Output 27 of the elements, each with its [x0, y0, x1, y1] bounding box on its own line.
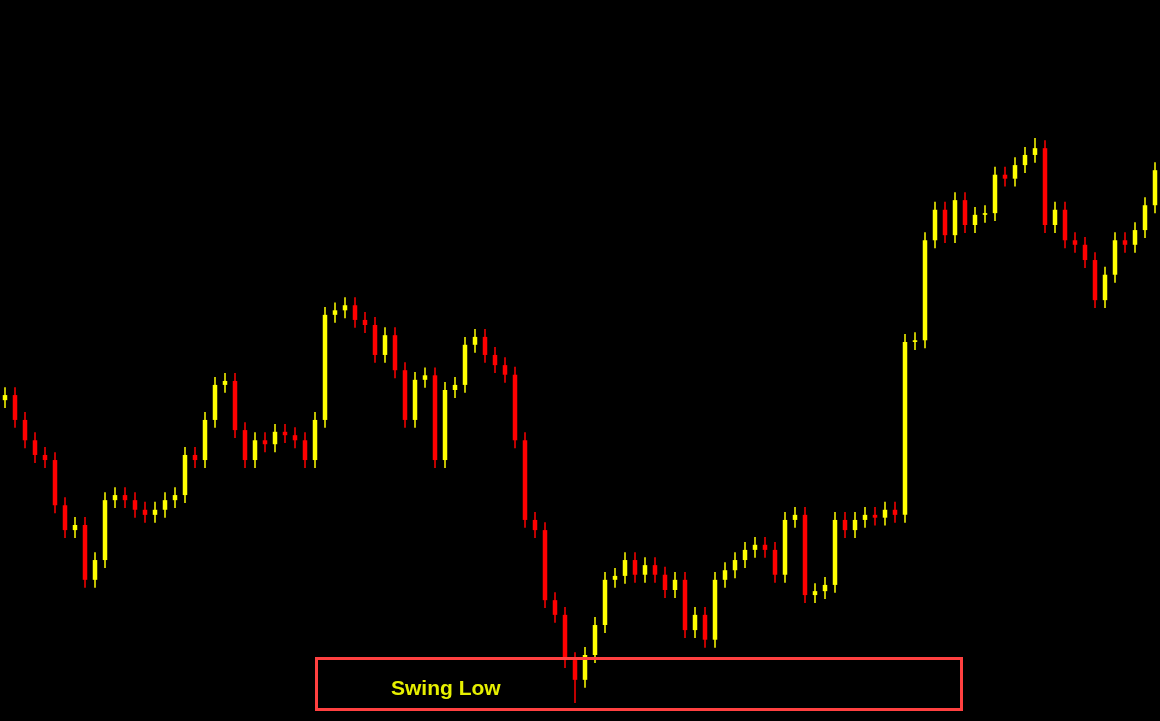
candlestick — [622, 551, 628, 585]
candlestick — [572, 651, 578, 704]
candlestick — [652, 556, 658, 584]
candlestick — [722, 561, 728, 589]
candlestick — [382, 326, 388, 364]
candlestick — [332, 301, 338, 324]
candlestick — [502, 356, 508, 384]
candlestick — [302, 431, 308, 469]
candlestick — [1072, 231, 1078, 254]
candlestick — [1122, 231, 1128, 254]
candlestick — [32, 431, 38, 464]
candlestick — [632, 551, 638, 584]
candlestick — [642, 556, 648, 584]
candlestick — [552, 591, 558, 624]
annotation: Swing Low — [391, 676, 501, 700]
candlestick — [872, 506, 878, 527]
candlestick — [352, 296, 358, 329]
candlestick — [982, 204, 988, 224]
candlestick — [1032, 137, 1038, 164]
candlestick — [912, 331, 918, 351]
candlestick — [422, 366, 428, 389]
candlestick — [1012, 156, 1018, 188]
candlestick — [162, 491, 168, 519]
candlestick — [132, 491, 138, 519]
candlestick — [92, 551, 98, 589]
candlestick — [252, 431, 258, 469]
candlestick — [1132, 221, 1138, 254]
